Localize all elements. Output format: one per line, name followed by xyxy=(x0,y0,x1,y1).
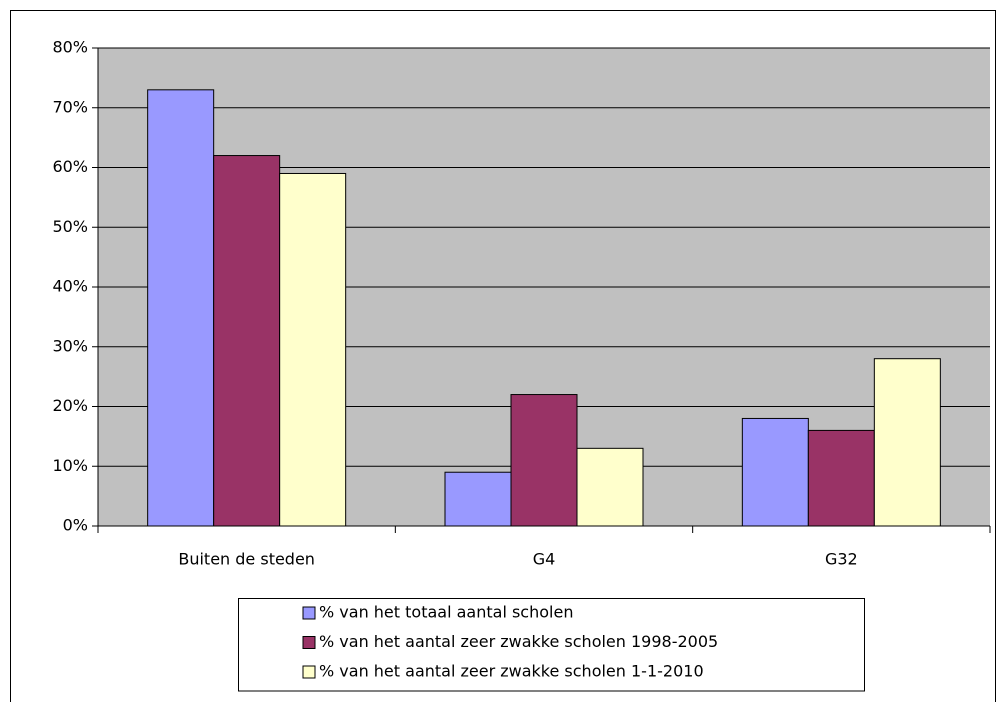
legend-label: % van het aantal zeer zwakke scholen 1-1… xyxy=(319,662,704,681)
legend-swatch xyxy=(302,636,316,649)
legend-swatch xyxy=(302,606,316,620)
x-tick-label: G4 xyxy=(533,550,556,569)
y-tick-label: 0% xyxy=(63,516,88,535)
y-tick-label: 10% xyxy=(52,456,88,475)
bar xyxy=(807,429,875,527)
y-tick-label: 40% xyxy=(52,277,88,296)
legend-swatch xyxy=(302,665,316,679)
bar xyxy=(873,358,941,527)
y-tick-label: 70% xyxy=(52,97,88,116)
y-tick-label: 60% xyxy=(52,157,88,176)
x-tick-label: Buiten de steden xyxy=(178,550,315,569)
y-tick-label: 30% xyxy=(52,336,88,355)
x-tick-label: G32 xyxy=(825,550,858,569)
bar xyxy=(279,172,347,527)
bar xyxy=(576,447,644,527)
bar xyxy=(147,89,215,527)
y-tick-label: 50% xyxy=(52,217,88,236)
bar xyxy=(510,394,578,527)
legend-label: % van het aantal zeer zwakke scholen 199… xyxy=(319,632,718,651)
y-tick-label: 20% xyxy=(52,396,88,415)
legend-box xyxy=(238,598,865,692)
bar xyxy=(213,155,281,527)
legend-label: % van het totaal aantal scholen xyxy=(319,603,573,622)
bar xyxy=(444,471,512,527)
y-tick-label: 80% xyxy=(52,38,88,57)
bar xyxy=(741,417,809,527)
